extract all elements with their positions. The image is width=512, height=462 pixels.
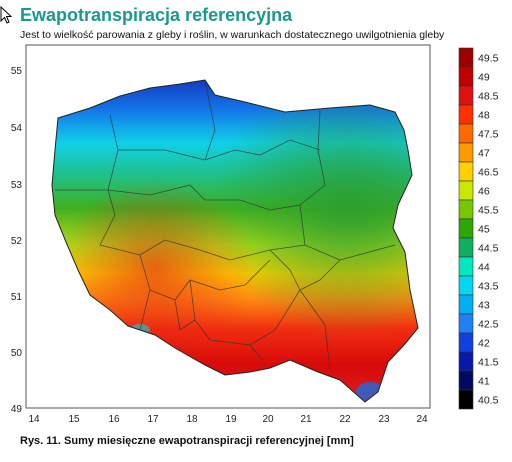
lon-tick: 21	[300, 414, 312, 425]
legend-swatch	[458, 123, 474, 144]
legend-swatch	[458, 85, 474, 106]
legend-label: 43	[478, 300, 490, 312]
legend-label: 47	[478, 148, 490, 160]
page-subtitle: Jest to wielkość parowania z gleby i roś…	[20, 29, 445, 41]
legend-swatch	[458, 66, 474, 87]
legend-swatch	[458, 142, 474, 163]
lon-tick: 20	[262, 414, 274, 425]
legend-swatch	[458, 161, 474, 182]
legend-swatch	[458, 180, 474, 201]
legend-swatch	[458, 313, 474, 334]
legend-swatch	[458, 256, 474, 277]
legend-swatch	[458, 237, 474, 258]
legend-label: 49.5	[478, 53, 499, 65]
legend-swatch	[458, 351, 474, 372]
legend-label: 48	[478, 110, 490, 122]
legend-label: 45.5	[478, 205, 499, 217]
lon-tick: 18	[186, 414, 198, 425]
legend-label: 46	[478, 186, 490, 198]
legend-label: 42.5	[478, 319, 499, 331]
lat-tick: 51	[11, 292, 23, 303]
cursor-icon	[0, 6, 13, 24]
legend-swatch	[458, 275, 474, 296]
lon-tick: 15	[68, 414, 80, 425]
legend-label: 45	[478, 224, 490, 236]
legend-swatch	[458, 47, 474, 68]
legend-swatch	[458, 370, 474, 391]
lon-axis: 14 15 16 17 18 19 20 21 22 23 24	[28, 414, 428, 425]
legend: 49.5 49 48.5 48 47.5 47 46.5 46 45.5 45 44.5 44 43.5…	[458, 47, 499, 410]
legend-label: 41.5	[478, 357, 499, 369]
country-border	[51, 79, 419, 403]
lat-tick: 52	[11, 236, 23, 247]
lat-tick: 54	[11, 123, 23, 134]
lat-tick: 53	[11, 180, 23, 191]
legend-swatch	[458, 104, 474, 125]
lon-tick: 17	[147, 414, 159, 425]
lat-axis: 55 54 53 52 51 50 49	[11, 66, 23, 415]
legend-label: 48.5	[478, 91, 499, 103]
legend-swatch	[458, 199, 474, 220]
lon-tick: 22	[339, 414, 351, 425]
legend-label: 43.5	[478, 281, 499, 293]
lon-tick: 14	[28, 414, 40, 425]
legend-swatch	[458, 294, 474, 315]
legend-swatch	[458, 332, 474, 353]
lat-tick: 50	[11, 348, 23, 359]
legend-label: 41	[478, 376, 490, 388]
legend-label: 46.5	[478, 167, 499, 179]
figure-caption: Rys. 11. Sumy miesięczne ewapotranspirac…	[20, 435, 354, 447]
legend-swatch	[458, 389, 474, 410]
legend-label: 40.5	[478, 395, 499, 407]
region-boundaries	[55, 79, 396, 371]
lon-tick: 19	[225, 414, 237, 425]
legend-label: 47.5	[478, 129, 499, 141]
lat-tick: 55	[11, 66, 23, 77]
lon-tick: 16	[108, 414, 120, 425]
lon-tick: 23	[378, 414, 390, 425]
legend-label: 44.5	[478, 243, 499, 255]
lat-tick: 49	[11, 404, 23, 415]
lon-tick: 24	[416, 414, 428, 425]
legend-label: 49	[478, 72, 490, 84]
page-title: Ewapotranspiracja referencyjna	[20, 5, 293, 25]
legend-swatch	[458, 218, 474, 239]
legend-label: 44	[478, 262, 490, 274]
legend-label: 42	[478, 338, 490, 350]
